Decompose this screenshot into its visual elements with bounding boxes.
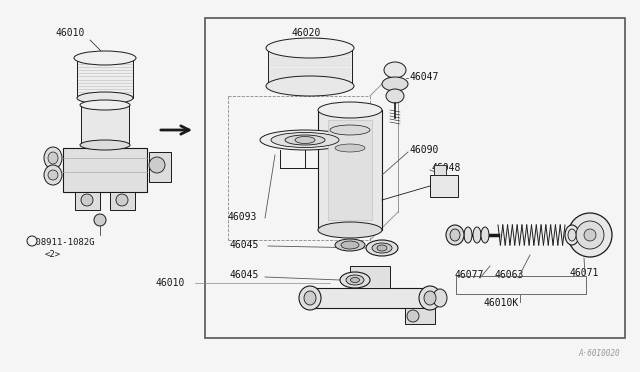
Text: 46045: 46045 xyxy=(230,240,259,250)
Ellipse shape xyxy=(384,62,406,78)
Ellipse shape xyxy=(372,243,392,253)
Ellipse shape xyxy=(351,278,360,282)
Ellipse shape xyxy=(299,286,321,310)
Circle shape xyxy=(149,157,165,173)
Bar xyxy=(318,110,382,230)
Ellipse shape xyxy=(80,140,130,150)
Ellipse shape xyxy=(74,51,136,65)
Ellipse shape xyxy=(81,194,93,206)
Ellipse shape xyxy=(450,229,460,241)
Ellipse shape xyxy=(382,77,408,91)
Text: 46063: 46063 xyxy=(495,270,524,280)
Ellipse shape xyxy=(464,227,472,243)
Ellipse shape xyxy=(77,92,133,104)
Bar xyxy=(434,165,446,175)
Ellipse shape xyxy=(48,152,58,164)
Ellipse shape xyxy=(266,38,354,58)
Text: 46020: 46020 xyxy=(292,28,321,38)
Text: 46071: 46071 xyxy=(570,268,600,278)
Circle shape xyxy=(584,229,596,241)
Text: N08911-1082G: N08911-1082G xyxy=(30,238,95,247)
Ellipse shape xyxy=(446,225,464,245)
Bar xyxy=(405,308,435,324)
Ellipse shape xyxy=(565,225,579,245)
Ellipse shape xyxy=(340,272,370,288)
Ellipse shape xyxy=(346,275,364,285)
Text: 46093: 46093 xyxy=(228,212,257,222)
Ellipse shape xyxy=(266,76,354,96)
Bar xyxy=(205,18,625,338)
Ellipse shape xyxy=(473,227,481,243)
Ellipse shape xyxy=(419,286,441,310)
Bar xyxy=(456,276,586,294)
Ellipse shape xyxy=(377,245,387,251)
Ellipse shape xyxy=(330,125,370,135)
Circle shape xyxy=(27,236,37,246)
Bar xyxy=(77,58,133,98)
Ellipse shape xyxy=(48,170,58,180)
Bar xyxy=(63,148,147,192)
Ellipse shape xyxy=(481,227,489,243)
Ellipse shape xyxy=(295,137,315,144)
Circle shape xyxy=(576,221,604,249)
Text: 46077: 46077 xyxy=(455,270,484,280)
Bar xyxy=(268,48,352,86)
Ellipse shape xyxy=(271,132,339,148)
Bar xyxy=(350,266,390,288)
Ellipse shape xyxy=(116,194,128,206)
Ellipse shape xyxy=(433,289,447,307)
Circle shape xyxy=(407,310,419,322)
Ellipse shape xyxy=(424,291,436,305)
Text: 46010: 46010 xyxy=(155,278,184,288)
Ellipse shape xyxy=(386,89,404,103)
Bar xyxy=(75,192,100,210)
Bar xyxy=(328,120,372,220)
Ellipse shape xyxy=(80,100,130,110)
Ellipse shape xyxy=(568,229,576,241)
Bar xyxy=(81,105,129,145)
Circle shape xyxy=(568,213,612,257)
Text: N: N xyxy=(30,238,34,244)
Ellipse shape xyxy=(260,130,350,150)
Ellipse shape xyxy=(44,165,62,185)
Ellipse shape xyxy=(318,222,382,238)
Ellipse shape xyxy=(341,241,359,249)
Ellipse shape xyxy=(285,135,325,145)
Ellipse shape xyxy=(318,102,382,118)
Ellipse shape xyxy=(366,240,398,256)
Ellipse shape xyxy=(304,291,316,305)
Circle shape xyxy=(94,214,106,226)
Text: 46010K: 46010K xyxy=(484,298,519,308)
Text: A·60I0020: A·60I0020 xyxy=(579,349,620,358)
Text: 46010: 46010 xyxy=(55,28,84,38)
Bar xyxy=(149,152,171,182)
Bar xyxy=(310,288,430,308)
Text: 46048: 46048 xyxy=(432,163,461,173)
Ellipse shape xyxy=(335,239,365,251)
Ellipse shape xyxy=(44,147,62,169)
Text: 46045: 46045 xyxy=(230,270,259,280)
Ellipse shape xyxy=(335,144,365,152)
Text: <2>: <2> xyxy=(45,250,61,259)
Bar xyxy=(110,192,135,210)
Text: 46047: 46047 xyxy=(410,72,440,82)
Bar xyxy=(430,175,458,197)
Text: 46090: 46090 xyxy=(410,145,440,155)
